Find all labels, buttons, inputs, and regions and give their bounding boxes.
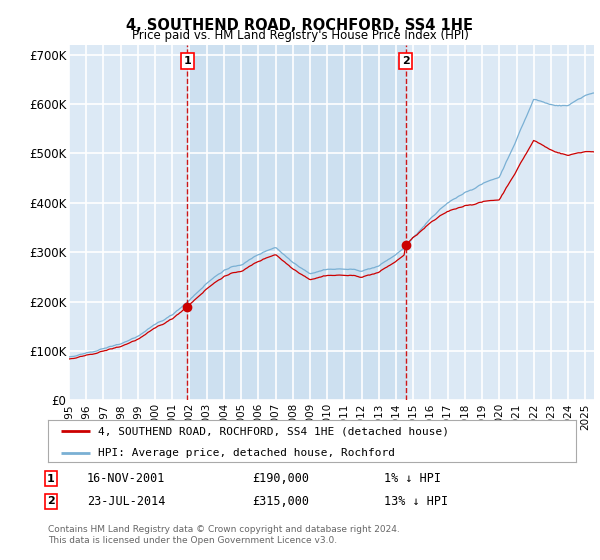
Text: 1: 1 bbox=[47, 474, 55, 484]
Text: 2: 2 bbox=[47, 496, 55, 506]
Text: 1: 1 bbox=[184, 56, 191, 66]
Text: 13% ↓ HPI: 13% ↓ HPI bbox=[384, 494, 448, 508]
Text: 4, SOUTHEND ROAD, ROCHFORD, SS4 1HE (detached house): 4, SOUTHEND ROAD, ROCHFORD, SS4 1HE (det… bbox=[98, 426, 449, 436]
Text: 16-NOV-2001: 16-NOV-2001 bbox=[87, 472, 166, 486]
Text: 23-JUL-2014: 23-JUL-2014 bbox=[87, 494, 166, 508]
Text: 2: 2 bbox=[401, 56, 409, 66]
Text: £190,000: £190,000 bbox=[252, 472, 309, 486]
Bar bbox=[187, 45, 406, 400]
Text: £315,000: £315,000 bbox=[252, 494, 309, 508]
Text: 1% ↓ HPI: 1% ↓ HPI bbox=[384, 472, 441, 486]
Text: HPI: Average price, detached house, Rochford: HPI: Average price, detached house, Roch… bbox=[98, 448, 395, 458]
Text: 4, SOUTHEND ROAD, ROCHFORD, SS4 1HE: 4, SOUTHEND ROAD, ROCHFORD, SS4 1HE bbox=[127, 18, 473, 33]
Text: Contains HM Land Registry data © Crown copyright and database right 2024.
This d: Contains HM Land Registry data © Crown c… bbox=[48, 525, 400, 545]
Text: Price paid vs. HM Land Registry's House Price Index (HPI): Price paid vs. HM Land Registry's House … bbox=[131, 29, 469, 42]
